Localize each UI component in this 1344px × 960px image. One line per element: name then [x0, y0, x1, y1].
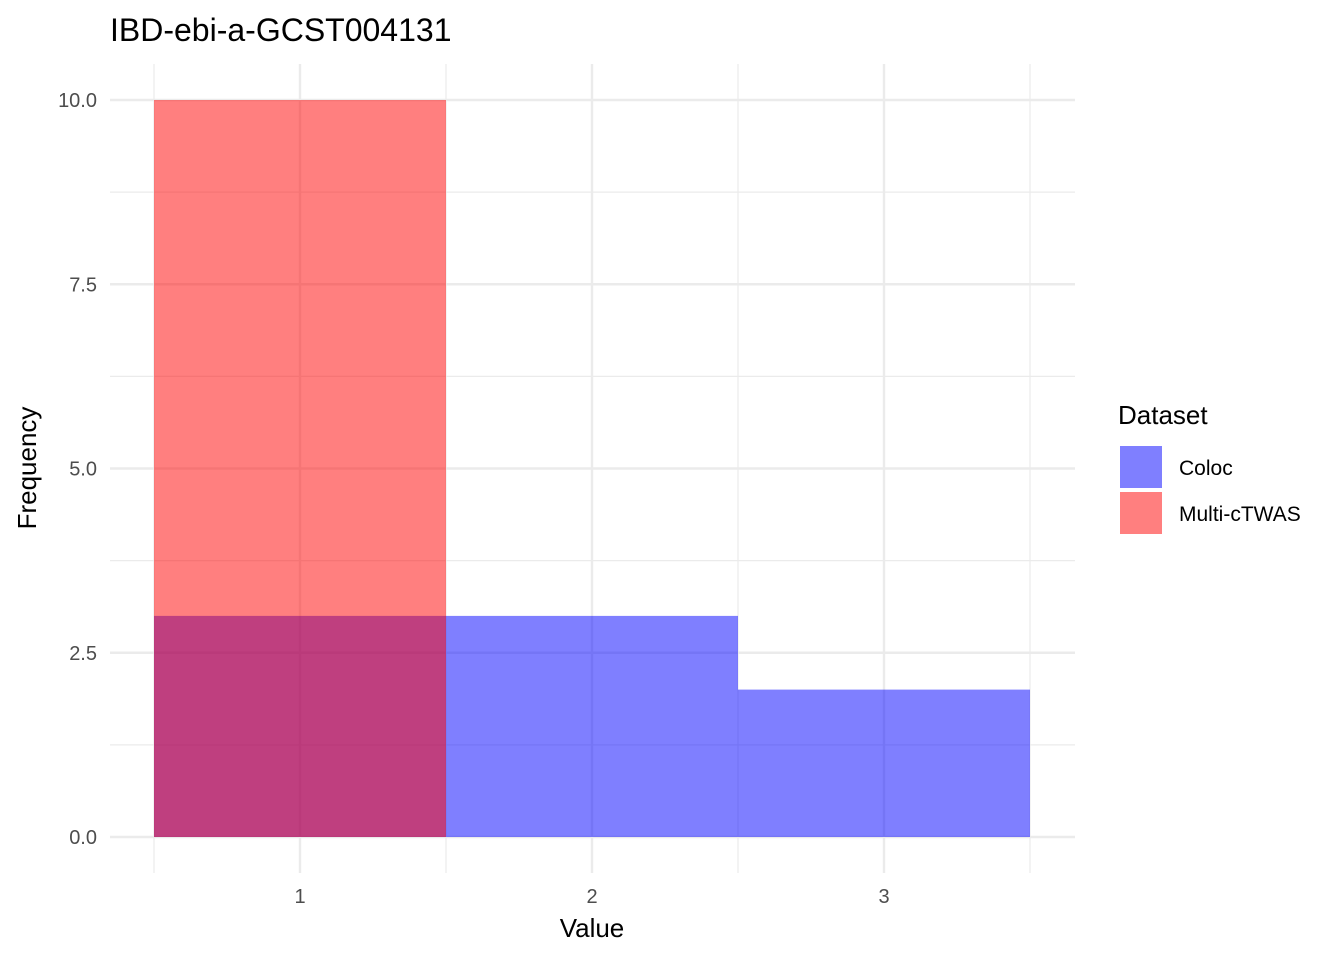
- legend-label-multi-ctwas: Multi-cTWAS: [1179, 503, 1301, 526]
- legend-items: Coloc Multi-cTWAS: [1120, 446, 1301, 534]
- x-axis-ticks: 1 2 3: [294, 886, 889, 908]
- chart-title: IBD-ebi-a-GCST004131: [110, 12, 451, 48]
- y-axis-ticks: 0.0 2.5 5.0 7.5 10.0: [58, 90, 97, 849]
- bar-coloc-2: [738, 689, 1030, 837]
- x-axis-title: Value: [560, 913, 625, 943]
- x-tick-label-2: 2: [586, 886, 597, 908]
- x-tick-label-1: 1: [294, 886, 305, 908]
- y-tick-label-7.5: 7.5: [69, 274, 97, 296]
- legend-swatch-multi-ctwas: [1120, 492, 1162, 534]
- y-tick-label-0.0: 0.0: [69, 827, 97, 849]
- bar-multi-ctwas-0: [154, 100, 446, 837]
- y-tick-label-5.0: 5.0: [69, 459, 97, 481]
- legend: Dataset Coloc Multi-cTWAS: [1118, 400, 1301, 534]
- y-axis-title: Frequency: [12, 407, 42, 530]
- bar-coloc-1: [446, 615, 738, 837]
- histogram-bars: [154, 100, 1030, 837]
- legend-label-coloc: Coloc: [1179, 457, 1233, 480]
- y-tick-label-2.5: 2.5: [69, 643, 97, 665]
- y-tick-label-10.0: 10.0: [58, 90, 97, 112]
- legend-swatch-coloc: [1120, 446, 1162, 488]
- x-tick-label-3: 3: [878, 886, 889, 908]
- legend-title: Dataset: [1118, 400, 1208, 430]
